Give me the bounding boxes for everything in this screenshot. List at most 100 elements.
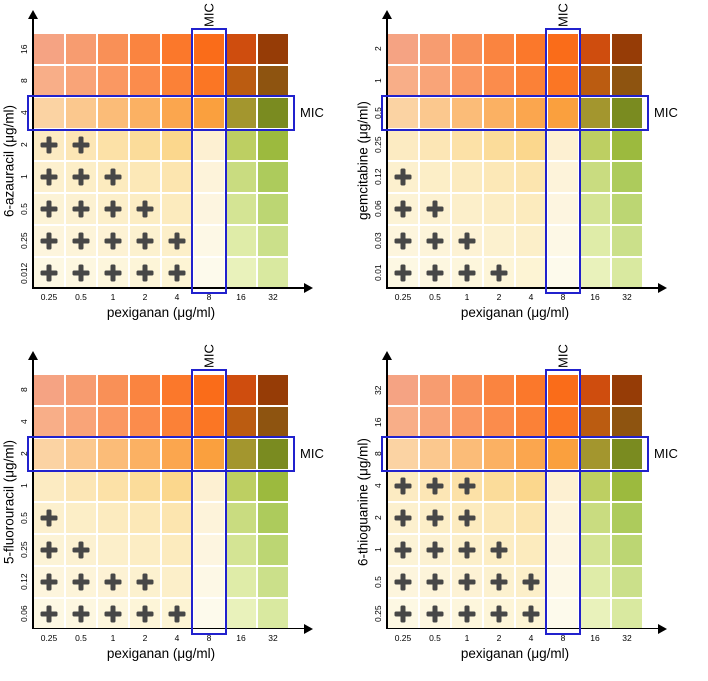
synergy-plus-icon — [136, 573, 154, 590]
synergy-plus-icon — [168, 232, 186, 250]
x-tick-label: 16 — [590, 292, 600, 302]
heatmap-cell — [258, 34, 288, 64]
heatmap-cell — [484, 438, 514, 469]
heatmap-cell — [162, 534, 192, 565]
heatmap-cell — [516, 226, 546, 256]
synergy-plus-icon — [394, 200, 412, 218]
x-tick-label: 4 — [174, 632, 180, 643]
heatmap-cell — [66, 258, 96, 288]
y-tick-label: 32 — [373, 384, 383, 395]
heatmap-cell — [226, 566, 256, 597]
heatmap-cell — [162, 194, 192, 224]
heatmap-cell — [388, 534, 418, 565]
heatmap-cell — [420, 470, 450, 501]
heatmap-cell — [548, 374, 578, 405]
heatmap-cell — [484, 162, 514, 192]
y-axis-line — [32, 358, 34, 629]
heatmap-cell — [98, 258, 128, 288]
heatmap-cell — [548, 66, 578, 96]
synergy-plus-icon — [104, 232, 122, 250]
synergy-plus-icon — [40, 541, 58, 558]
heatmap-cell — [162, 406, 192, 437]
heatmap-cell — [452, 374, 482, 405]
y-tick-label: 8 — [19, 78, 29, 84]
x-tick-label: 8 — [560, 632, 566, 643]
heatmap-cell — [452, 438, 482, 469]
x-tick-label: 32 — [622, 292, 632, 302]
heatmap-cell — [66, 226, 96, 256]
heatmap-cell — [98, 98, 128, 128]
heatmap-cell — [258, 130, 288, 160]
heatmap-cell — [612, 406, 642, 437]
heatmap-cell — [34, 226, 64, 256]
heatmap-cell — [258, 534, 288, 565]
heatmap-cell — [484, 502, 514, 533]
synergy-plus-icon — [426, 541, 444, 558]
heatmap-cell — [194, 374, 224, 405]
heatmap-cell — [612, 130, 642, 160]
heatmap-cell — [452, 406, 482, 437]
heatmap-cell — [388, 34, 418, 64]
heatmap-cell — [130, 226, 160, 256]
heatmap-cell — [98, 162, 128, 192]
heatmap-cell — [194, 406, 224, 437]
y-tick-label: 0.012 — [19, 262, 29, 284]
heatmap-cell — [194, 66, 224, 96]
heatmap-cell — [34, 98, 64, 128]
synergy-plus-icon — [136, 264, 154, 282]
x-axis-arrow-icon — [304, 623, 313, 634]
y-tick-label: 2 — [19, 142, 29, 148]
heatmap-cell — [516, 566, 546, 597]
heatmap-grid — [388, 374, 642, 629]
synergy-plus-icon — [104, 200, 122, 218]
mic-row-label: MIC — [300, 105, 324, 120]
heatmap-cell — [612, 534, 642, 565]
heatmap-cell — [580, 226, 610, 256]
x-tick-label: 2 — [142, 632, 148, 643]
x-tick-label: 4 — [528, 632, 534, 643]
y-axis-label: 5-fluorouracil (μg/ml) — [1, 439, 17, 564]
heatmap-cell — [162, 566, 192, 597]
heatmap-cell — [130, 34, 160, 64]
mic-row-box — [381, 435, 649, 472]
heatmap-cell — [452, 34, 482, 64]
x-tick-label: 0.5 — [429, 632, 441, 643]
x-tick-label: 0.5 — [75, 292, 87, 302]
heatmap-cell — [130, 470, 160, 501]
heatmap-cell — [548, 162, 578, 192]
heatmap-cell — [98, 406, 128, 437]
y-axis-label: gemcitabine (μg/ml) — [355, 101, 371, 221]
synergy-plus-icon — [136, 200, 154, 218]
heatmap-cell — [194, 566, 224, 597]
heatmap-cell — [516, 34, 546, 64]
heatmap-cell — [194, 598, 224, 629]
heatmap-cell — [548, 130, 578, 160]
heatmap-cell — [612, 502, 642, 533]
heatmap-cell — [66, 374, 96, 405]
synergy-plus-icon — [136, 605, 154, 622]
y-axis-line — [386, 358, 388, 629]
panel-6-thioguanine: 6-thioguanine (μg/ml) 32 16 8 4 2 1 0.5 0.25 0.25… — [354, 341, 708, 681]
heatmap-cell — [162, 34, 192, 64]
y-tick-label: 0.25 — [19, 232, 29, 250]
x-axis-line — [386, 287, 660, 289]
synergy-plus-icon — [168, 605, 186, 622]
heatmap-cell — [548, 98, 578, 128]
heatmap-cell — [580, 406, 610, 437]
heatmap-cell — [388, 162, 418, 192]
y-tick-label: 2 — [373, 46, 383, 52]
heatmap-cell — [162, 598, 192, 629]
heatmap-cell — [388, 566, 418, 597]
y-tick-label: 0.12 — [373, 168, 383, 186]
heatmap-cell — [34, 194, 64, 224]
heatmap-cell — [258, 566, 288, 597]
heatmap-grid — [34, 374, 288, 629]
heatmap-cell — [420, 66, 450, 96]
heatmap-cell — [452, 258, 482, 288]
heatmap-cell — [420, 258, 450, 288]
heatmap-cell — [612, 438, 642, 469]
x-tick-label: 8 — [560, 292, 566, 302]
heatmap-cell — [66, 66, 96, 96]
synergy-plus-icon — [490, 541, 508, 558]
heatmap-cell — [612, 566, 642, 597]
